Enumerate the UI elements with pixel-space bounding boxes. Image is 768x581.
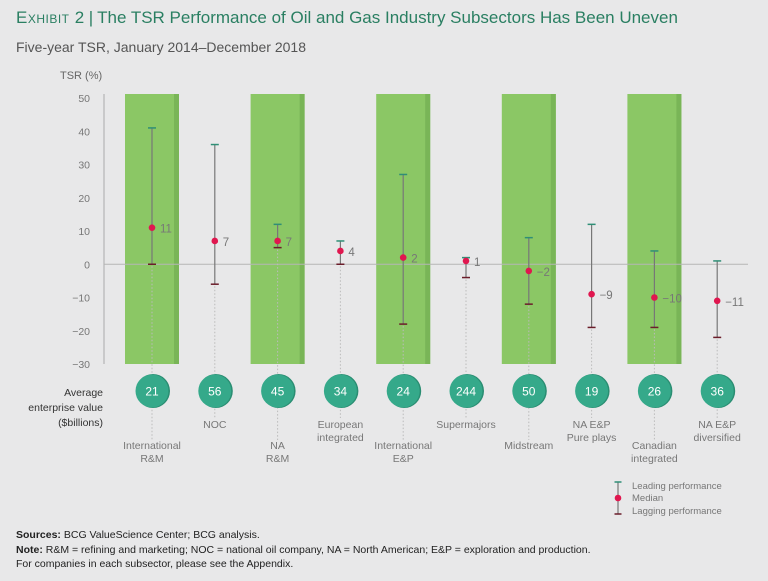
y-tick-label: 50 [78,93,90,105]
median-dot [462,257,470,265]
median-label: 7 [223,237,229,249]
footer: Sources: BCG ValueScience Center; BCG an… [16,528,591,572]
ev-row-label: ($billions) [58,417,103,429]
median-label: 7 [286,237,292,249]
ev-row-label: enterprise value [28,402,103,414]
category-label: International [374,440,432,452]
ev-value: 21 [145,385,159,399]
legend-median-dot [614,494,622,502]
y-tick-label: −30 [72,359,90,371]
category-labels: InternationalR&MNOCNAR&MEuropeanintegrat… [123,419,741,465]
y-axis: TSR (%) 50 40 30 20 10 0 −10 −20 −30 [60,70,748,371]
sources-text: BCG ValueScience Center; BCG analysis. [60,529,260,541]
median-label: −2 [537,267,550,279]
category-label: integrated [631,453,678,465]
note-text: R&M = refining and marketing; NOC = nati… [42,543,591,556]
ev-circle [135,374,169,408]
ev-value: 56 [208,385,222,399]
median-label: 2 [411,254,417,266]
median-dot [274,237,281,245]
ev-value: 50 [522,385,536,399]
ev-circle [323,374,357,408]
ev-circle [700,374,734,408]
legend-item-label: Lagging performance [632,506,722,517]
ev-value: 244 [456,385,476,399]
median-label: −9 [600,290,613,302]
category-label: Pure plays [567,432,617,444]
appendix-line: For companies in each subsector, please … [16,558,294,570]
legend-item-label: Median [632,493,663,504]
highlight-band-edge [174,94,179,364]
category-label: Supermajors [436,419,496,431]
y-tick-label: −20 [72,326,90,338]
category-label: R&M [140,453,163,465]
y-axis-label: TSR (%) [60,70,102,82]
highlight-band-edge [425,94,431,364]
median-dot [399,254,407,261]
category-label: integrated [317,432,364,444]
exhibit-title: Exhibit 2 | The TSR Performance of Oil and… [16,8,678,28]
y-tick-label: −10 [72,293,90,305]
median-label: −10 [662,294,682,306]
sources-line: Sources: BCG ValueScience Center; BCG an… [16,528,591,543]
median-label: −11 [725,297,744,309]
ev-value: 45 [271,385,285,399]
title-separator: | [88,8,94,27]
median-dot [651,294,658,301]
category-label: Canadian [632,440,677,452]
category-label: E&P [393,453,414,465]
category-label: NA E&P [698,419,736,431]
ev-value: 26 [648,385,662,399]
note-line: Note: R&M = refining and marketing; NOC … [16,543,591,558]
ev-circle [575,374,609,408]
highlight-band-edge [550,94,556,364]
y-tick-label: 0 [84,259,90,271]
error-bars: 11 7 7 4 2 1 −2 −9 −10 −11 [148,127,744,339]
category-label: diversified [694,432,741,444]
category-label: International [123,440,181,452]
category-label: Midstream [504,440,553,452]
ev-value: 36 [711,385,725,399]
highlight-band-edge [299,94,305,364]
highlight-band [501,94,556,364]
ev-value: 34 [334,385,348,399]
median-dot [713,297,721,305]
category-label: NA E&P [573,419,611,431]
median-label: 11 [160,224,172,236]
median-dot [211,237,219,245]
chart-subtitle: Five-year TSR, January 2014–December 201… [16,39,307,55]
note-label: Note: [16,543,43,556]
median-dot [337,247,344,255]
median-label: 1 [474,257,480,269]
ev-circle [637,374,671,408]
median-dot [148,224,156,231]
title-text: The TSR Performance of Oil and Gas Indus… [97,8,678,27]
exhibit-label: Exhibit 2 [16,8,85,27]
median-dot [525,267,533,275]
ev-circle [261,374,295,408]
category-label: European [318,419,364,431]
median-dot [588,290,595,298]
ev-circle [198,374,232,408]
highlight-band-edge [676,94,682,364]
category-label: NOC [203,419,227,431]
y-tick-label: 30 [78,160,90,172]
median-label: 4 [348,247,355,259]
ev-row: Average enterprise value ($billions) 21 56 45… [28,374,736,429]
category-label: R&M [266,453,289,465]
ev-value: 24 [397,385,411,399]
ev-circle [512,374,546,408]
legend-item-label: Leading performance [632,481,722,492]
y-tick-label: 40 [78,126,90,138]
y-tick-label: 20 [78,193,90,205]
ev-value: 19 [585,385,599,399]
sources-label: Sources: [16,529,61,541]
ev-circle [449,374,483,408]
ev-row-label: Average [64,387,103,399]
ev-circle [386,374,420,408]
y-tick-label: 10 [78,226,90,238]
category-label: NA [270,440,285,452]
